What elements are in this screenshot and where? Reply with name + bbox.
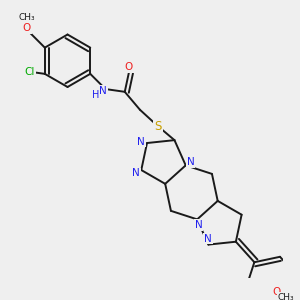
Text: N: N: [187, 157, 194, 167]
Text: N: N: [204, 233, 212, 244]
Text: O: O: [125, 62, 133, 72]
Text: N: N: [195, 220, 203, 230]
Text: CH₃: CH₃: [278, 293, 295, 300]
Text: N: N: [132, 168, 140, 178]
Text: O: O: [272, 287, 281, 297]
Text: S: S: [154, 120, 162, 133]
Text: H: H: [92, 90, 100, 100]
Text: CH₃: CH₃: [19, 13, 35, 22]
Text: N: N: [99, 86, 107, 96]
Text: N: N: [137, 136, 145, 147]
Text: O: O: [23, 23, 31, 33]
Text: Cl: Cl: [24, 68, 35, 77]
